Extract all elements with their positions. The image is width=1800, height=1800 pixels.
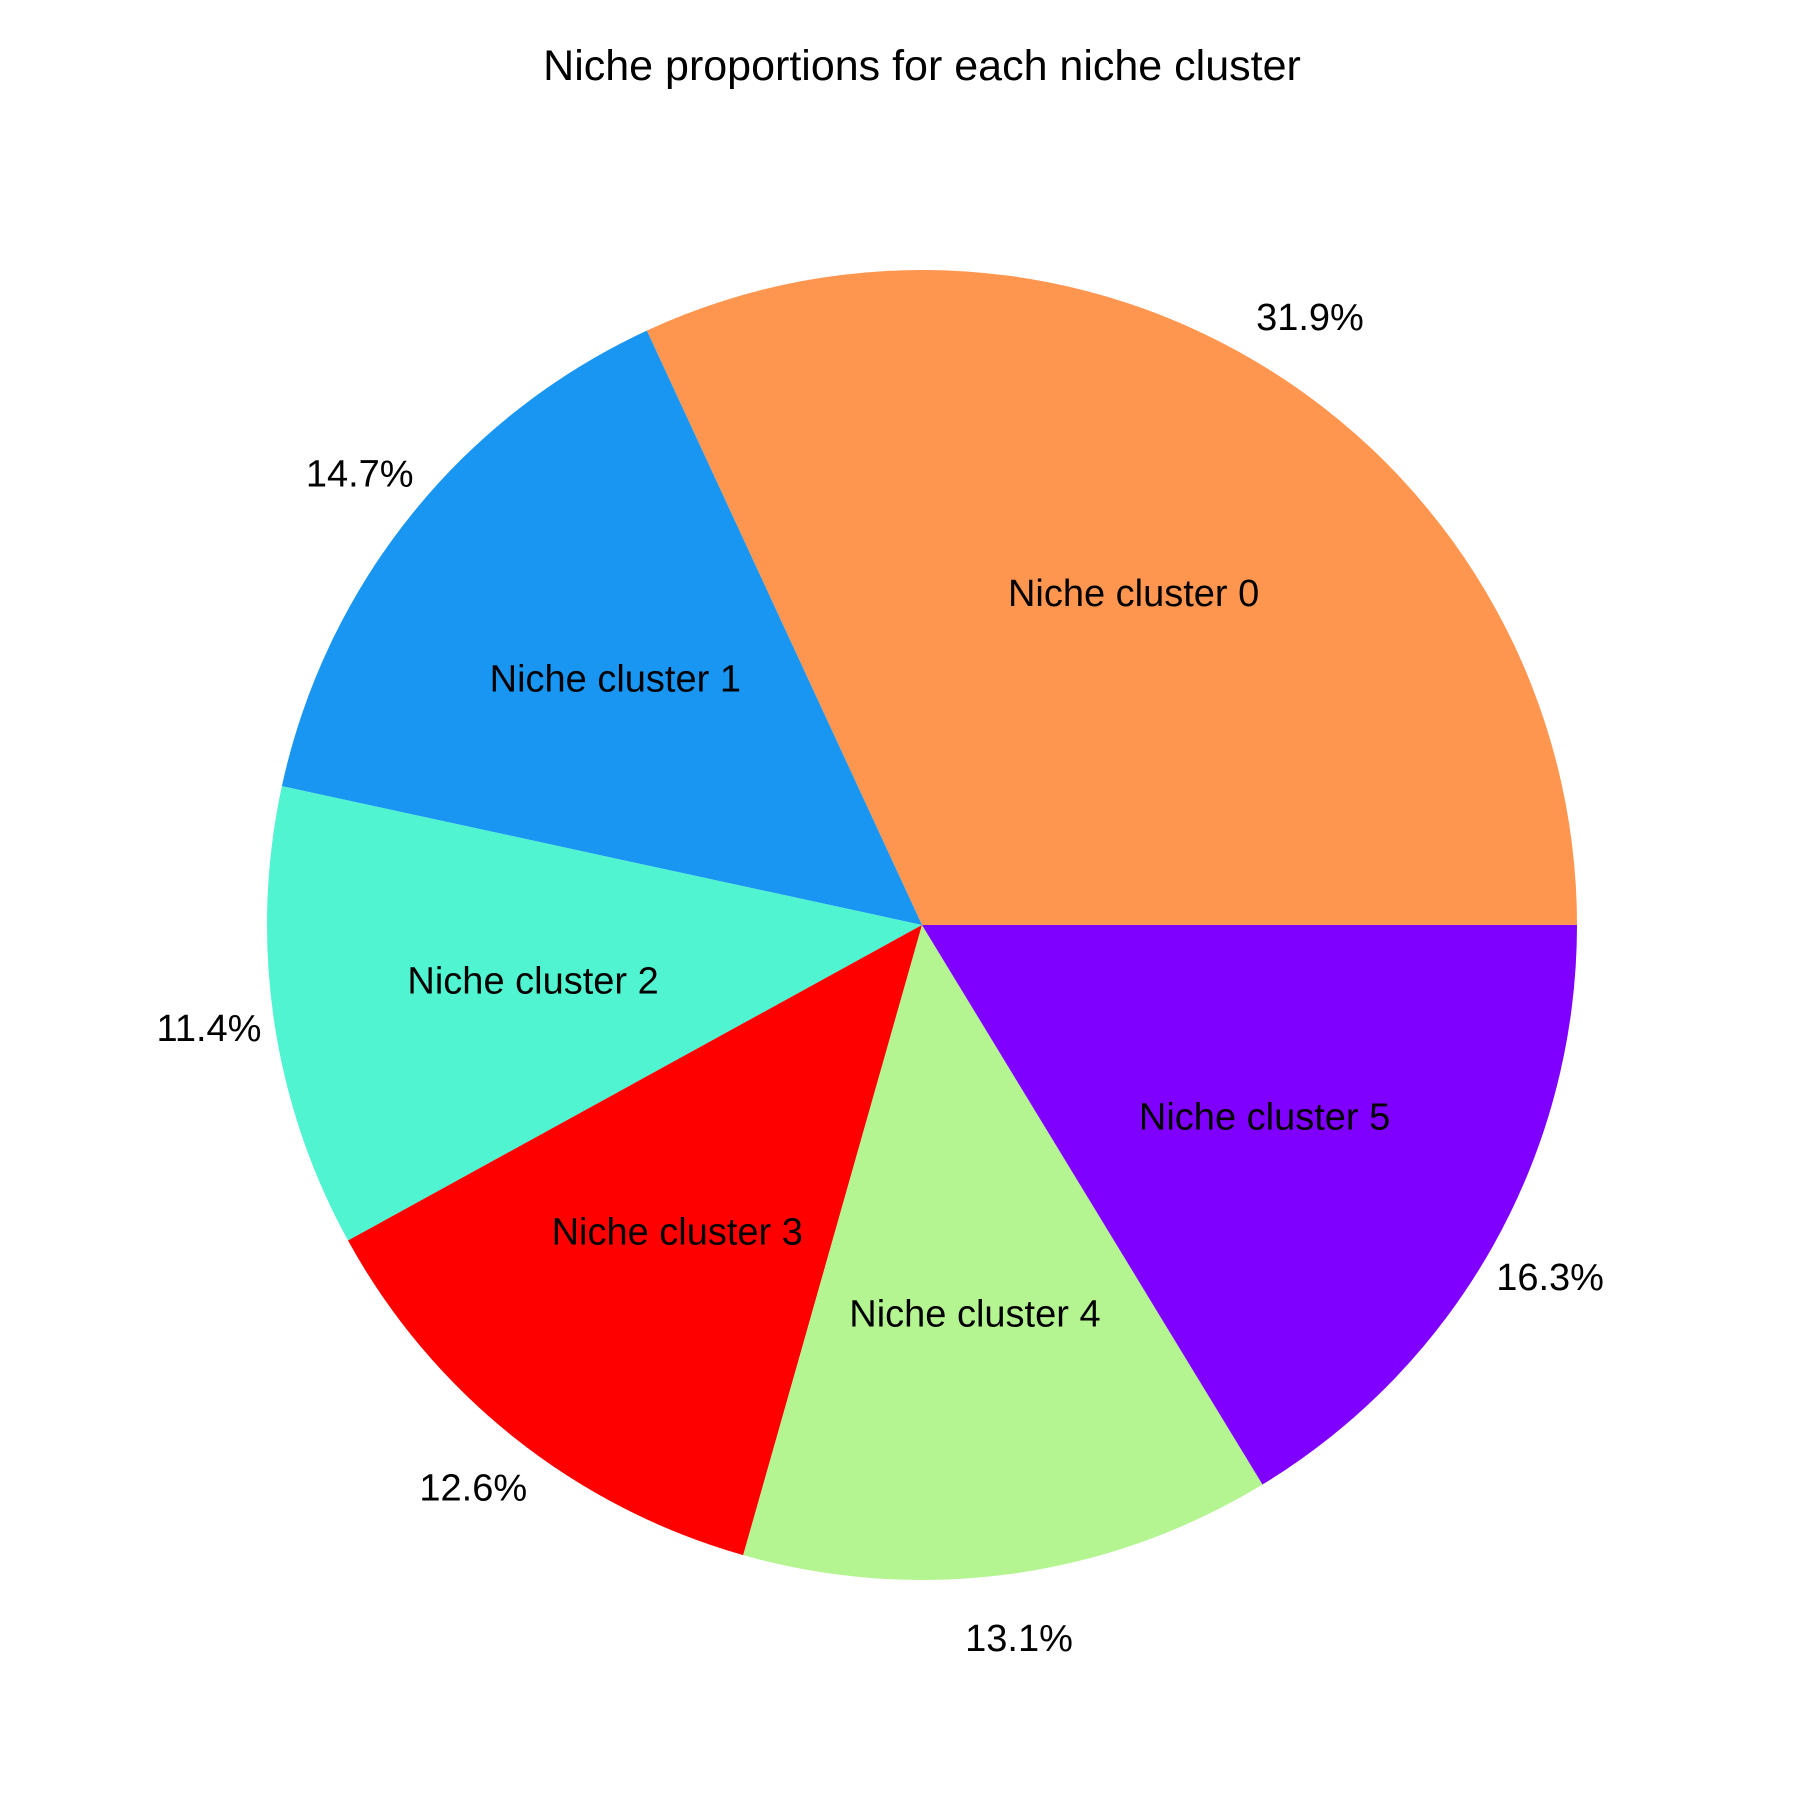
slice-percent-1: 14.7% bbox=[306, 454, 414, 496]
slice-label-3: Niche cluster 3 bbox=[552, 1211, 803, 1253]
slice-percent-2: 11.4% bbox=[157, 1008, 262, 1050]
slice-percent-3: 12.6% bbox=[419, 1468, 527, 1510]
slice-label-0: Niche cluster 0 bbox=[1008, 573, 1259, 615]
slice-percent-0: 31.9% bbox=[1256, 297, 1364, 339]
slice-label-4: Niche cluster 4 bbox=[849, 1293, 1100, 1335]
slice-percent-5: 16.3% bbox=[1496, 1257, 1604, 1299]
slice-label-1: Niche cluster 1 bbox=[490, 658, 741, 700]
pie-labels: Niche cluster 0 31.9% Niche cluster 1 14.7%… bbox=[157, 297, 1604, 1660]
pie-slice-2 bbox=[267, 786, 922, 1241]
pie-slice-5 bbox=[922, 925, 1577, 1485]
pie-slice-4 bbox=[743, 925, 1263, 1580]
slice-label-2: Niche cluster 2 bbox=[407, 961, 658, 1003]
slice-percent-4: 13.1% bbox=[965, 1618, 1073, 1660]
pie-slices bbox=[267, 270, 1577, 1580]
chart-title: Niche proportions for each niche cluster bbox=[543, 42, 1301, 90]
pie-slice-0 bbox=[646, 270, 1577, 925]
pie-slice-1 bbox=[281, 330, 922, 926]
slice-label-5: Niche cluster 5 bbox=[1139, 1097, 1390, 1139]
pie-slice-3 bbox=[348, 925, 922, 1556]
